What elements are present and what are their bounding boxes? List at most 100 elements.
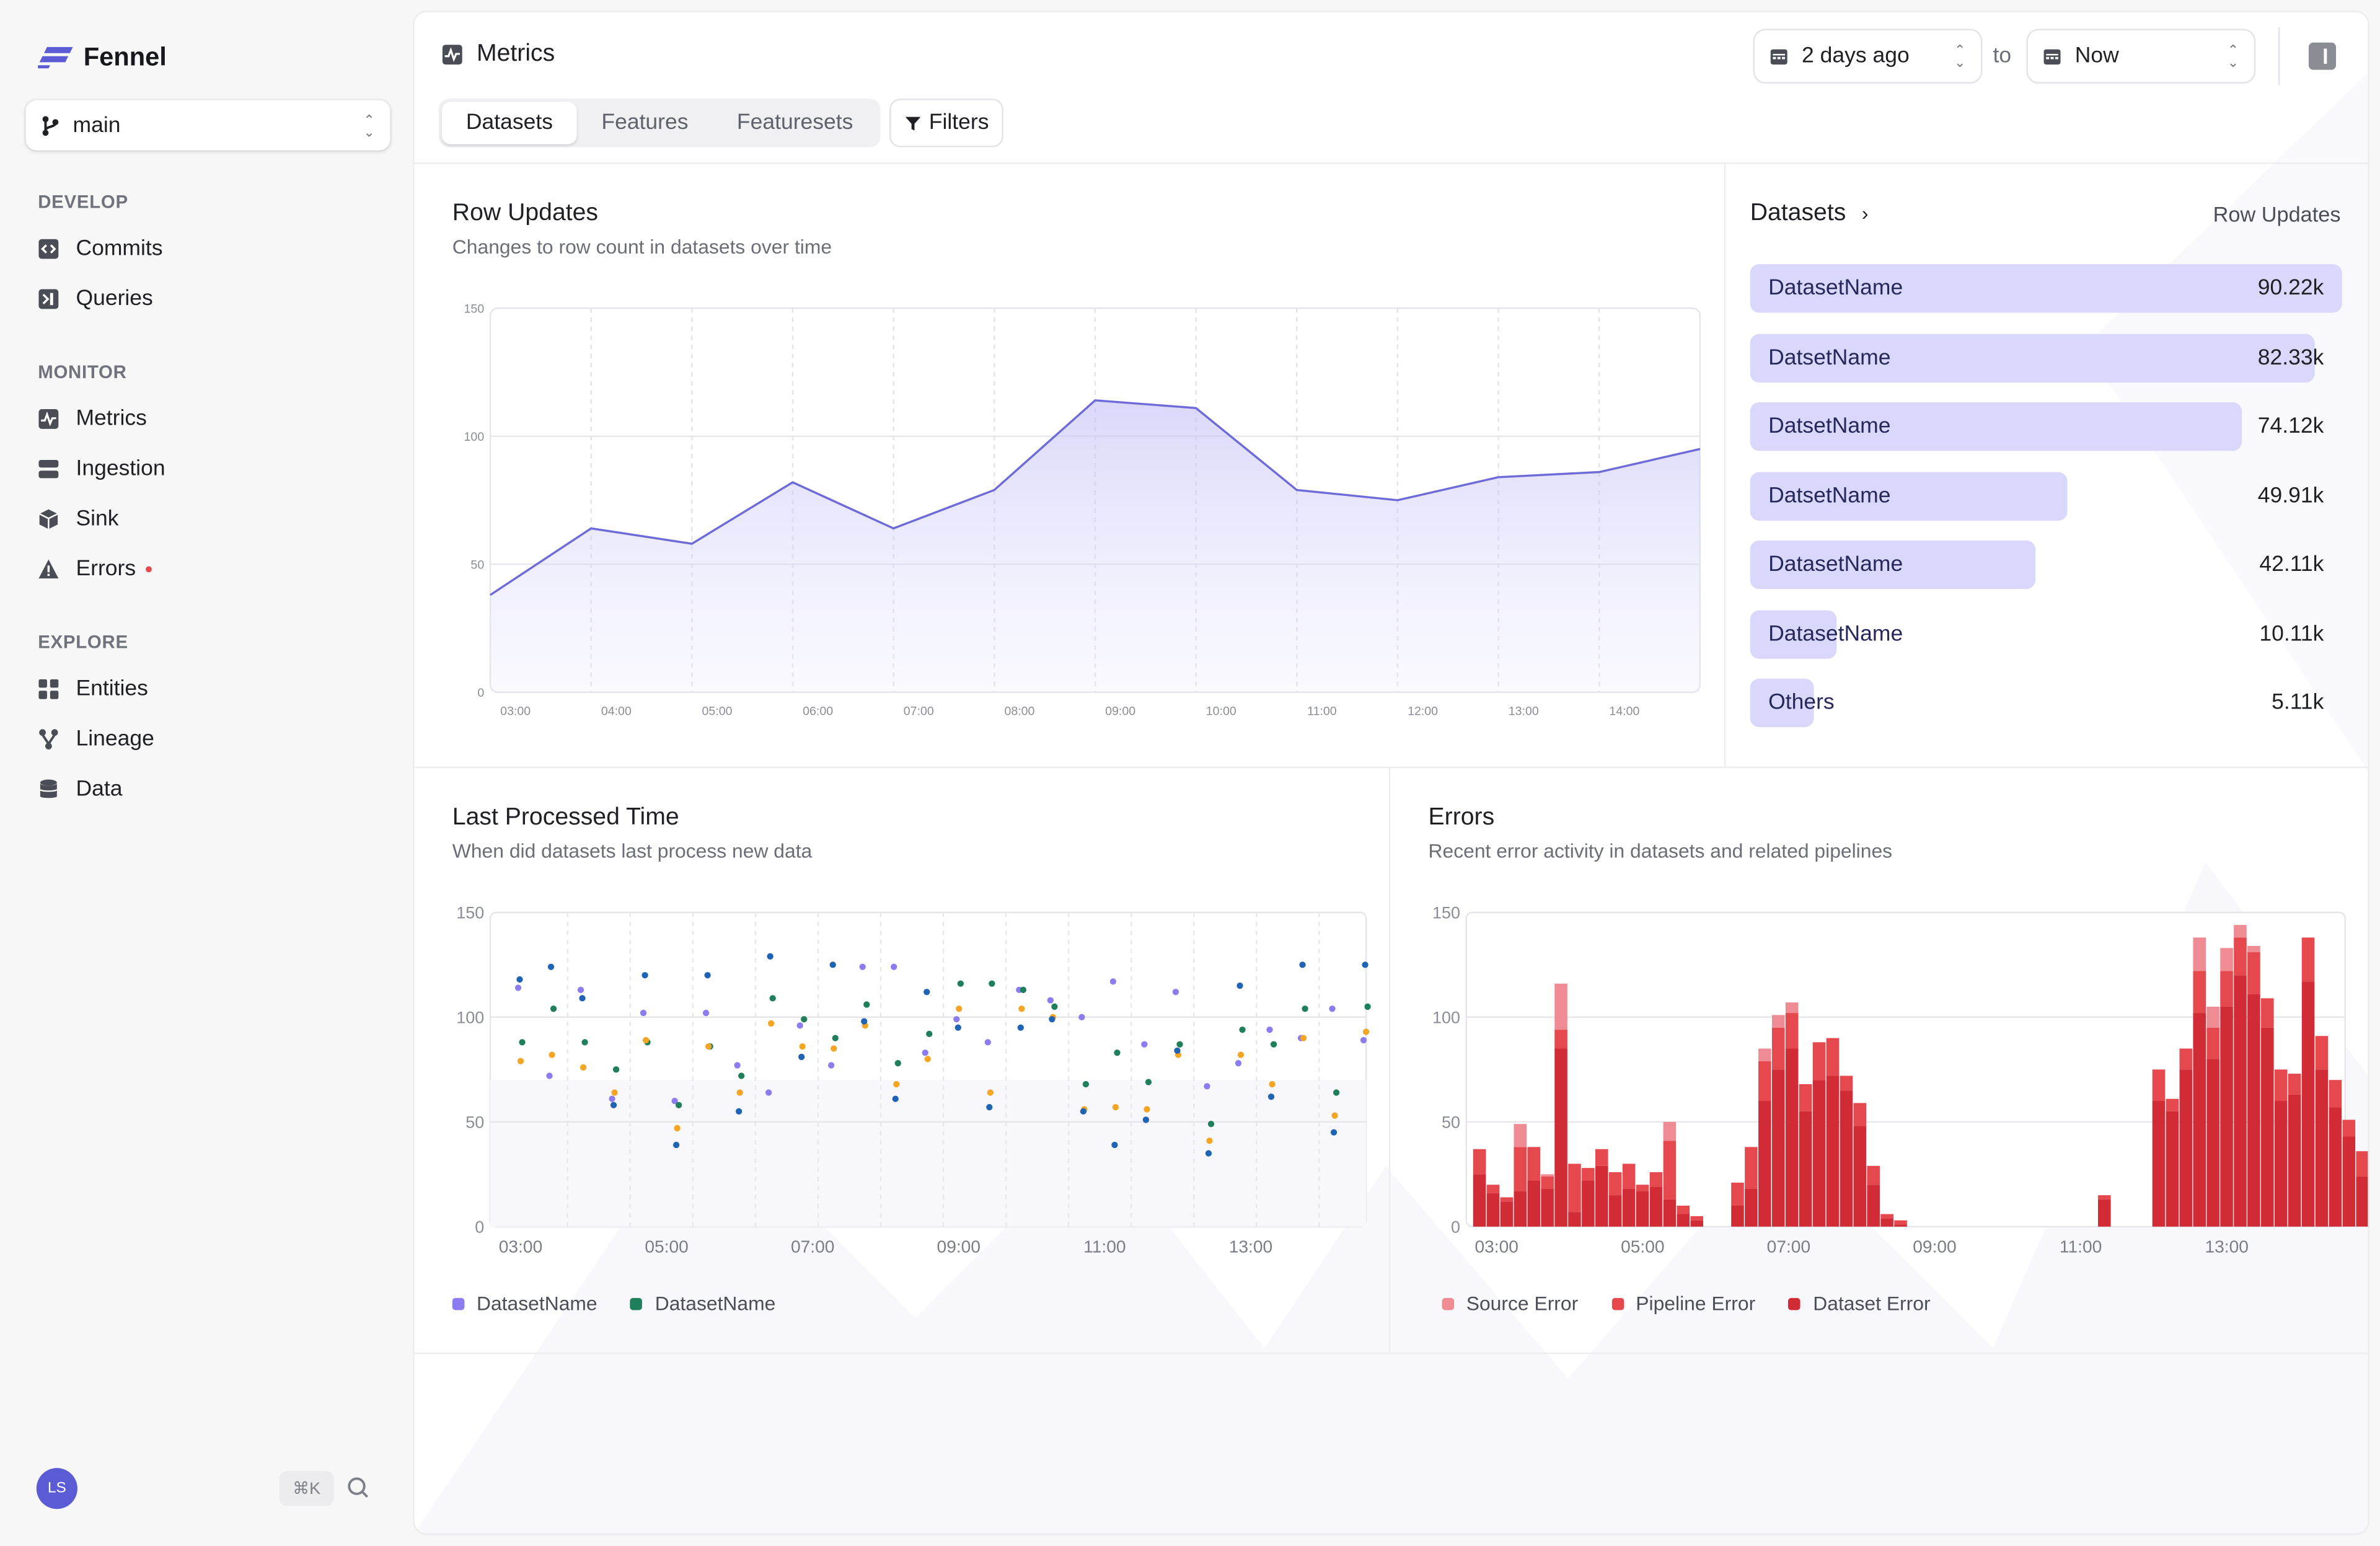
dataset-row-name: DatsetName [1768, 414, 1891, 439]
scatter-point [1114, 1049, 1121, 1056]
errors-subtitle: Recent error activity in datasets and re… [1428, 839, 1893, 863]
dataset-row-bar [1750, 678, 1814, 728]
last-processed-title: Last Processed Time [452, 804, 679, 831]
range-band [490, 1080, 1367, 1227]
filter-icon [905, 116, 921, 130]
search-icon[interactable] [346, 1475, 370, 1500]
error-bar-segment [1514, 1191, 1527, 1227]
scatter-point [641, 972, 648, 979]
error-bar-segment [2261, 1027, 2274, 1227]
error-bar-segment [1568, 1164, 1581, 1213]
dataset-row[interactable]: DatasetName 90.22k [1750, 264, 2342, 313]
chevron-updown-icon: ⌃ ⌄ [363, 112, 375, 139]
error-bar-segment [1867, 1185, 1880, 1227]
scatter-point [989, 980, 995, 987]
error-bar-segment [2098, 1199, 2111, 1227]
command-shortcut[interactable]: ⌘K [279, 1471, 334, 1506]
branch-selector[interactable]: main ⌃ ⌄ [25, 100, 390, 151]
filters-button[interactable]: Filters [889, 99, 1004, 148]
app-logo[interactable]: Fennel [38, 43, 167, 73]
scatter-point [517, 1058, 524, 1064]
error-bar-segment [1894, 1220, 1907, 1225]
tab-datasets[interactable]: Datasets [441, 102, 578, 144]
error-bar-segment [1758, 1101, 1771, 1227]
sidebar-item-ingestion[interactable]: Ingestion [38, 457, 165, 481]
scatter-point [1333, 1089, 1340, 1096]
datasets-panel-title[interactable]: Datasets › [1750, 200, 1869, 226]
scatter-point [1047, 997, 1054, 1004]
scatter-point [1266, 1026, 1273, 1033]
dataset-row[interactable]: DatasetName 10.11k [1750, 609, 2342, 658]
scatter-point [519, 1039, 526, 1046]
scatter-point [953, 1016, 960, 1023]
panel-toggle-icon[interactable] [2308, 42, 2337, 70]
sidebar-item-lineage[interactable]: Lineage [38, 727, 154, 751]
scatter-point [1145, 1079, 1152, 1085]
scatter-point [1109, 978, 1117, 985]
scatter-point [1112, 1104, 1119, 1111]
dataset-row-value: 74.12k [2257, 414, 2324, 439]
scatter-point [891, 963, 897, 970]
code-icon [38, 239, 59, 259]
area-fill [490, 400, 1700, 692]
fennel-logo-icon [38, 46, 73, 69]
sidebar-item-errors[interactable]: Errors [38, 557, 153, 581]
scatter-point [1360, 1036, 1367, 1044]
scatter-point [672, 1141, 680, 1149]
y-tick-label: 100 [456, 1009, 484, 1027]
date-from-select[interactable]: 2 days ago ⌃ ⌄ [1755, 30, 1981, 82]
y-tick-label: 150 [456, 904, 484, 922]
error-bar-segment [1880, 1218, 1893, 1227]
error-bar-segment [1771, 1015, 1785, 1028]
scatter-point [610, 1102, 617, 1108]
scatter-point [609, 1095, 615, 1102]
tab-features[interactable]: Features [601, 110, 689, 135]
sidebar-item-metrics[interactable]: Metrics [38, 407, 147, 431]
branch-icon [39, 729, 58, 750]
sidebar-item-commits[interactable]: Commits [38, 237, 163, 261]
dataset-row-name: DatasetName [1768, 276, 1903, 301]
main-panel: Metrics Datasets Features Featuresets Fi… [414, 12, 2368, 1534]
date-range-separator: to [1993, 44, 2012, 69]
scatter-point [954, 1024, 961, 1031]
sidebar-item-data[interactable]: Data [38, 777, 122, 802]
dataset-row[interactable]: DatsetName 74.12k [1750, 402, 2342, 451]
error-bar-segment [2247, 952, 2260, 994]
error-bar-segment [2234, 925, 2247, 938]
scatter-point [612, 1066, 620, 1073]
dataset-row[interactable]: DatasetName 42.11k [1750, 540, 2342, 590]
error-bar-segment [2247, 994, 2260, 1227]
sidebar-item-entities[interactable]: Entities [38, 677, 148, 701]
date-to-value: Now [2074, 44, 2119, 69]
error-bar-segment [2206, 1059, 2219, 1227]
dataset-row-value: 5.11k [2272, 691, 2324, 715]
error-bar-segment [2193, 971, 2206, 1014]
dataset-row[interactable]: Others 5.11k [1750, 678, 2342, 728]
sidebar-item-queries[interactable]: Queries [38, 287, 153, 311]
x-tick-label: 03:00 [1474, 1237, 1518, 1256]
date-to-select[interactable]: Now ⌃ ⌄ [2027, 30, 2254, 82]
user-avatar[interactable]: LS [36, 1468, 77, 1509]
dataset-row-value: 49.91k [2257, 484, 2324, 508]
sidebar-item-label: Ingestion [76, 457, 165, 482]
error-bar-segment [2356, 1176, 2368, 1227]
x-tick-label: 03:00 [500, 704, 531, 718]
error-bar-segment [2166, 1098, 2179, 1111]
error-bar-segment [2206, 1027, 2219, 1059]
tab-featuresets[interactable]: Featuresets [736, 110, 853, 135]
x-tick-label: 11:00 [1083, 1237, 1126, 1256]
error-bar-segment [1486, 1193, 1500, 1227]
branch-name: main [73, 113, 121, 138]
scatter-point [671, 1097, 678, 1105]
sidebar-item-sink[interactable]: Sink [38, 506, 119, 532]
error-bar-segment [2288, 1094, 2301, 1227]
dataset-row[interactable]: DatsetName 82.33k [1750, 333, 2342, 382]
dataset-row-name: DatsetName [1768, 345, 1891, 370]
dataset-row[interactable]: DatsetName 49.91k [1750, 471, 2342, 520]
error-bar-segment [1500, 1201, 1514, 1227]
error-bar-segment [2220, 1006, 2233, 1227]
scatter-point [1082, 1080, 1090, 1088]
error-bar-segment [2342, 1120, 2356, 1137]
error-bar-segment [1677, 1205, 1690, 1214]
sidebar-item-label: Sink [76, 506, 119, 532]
